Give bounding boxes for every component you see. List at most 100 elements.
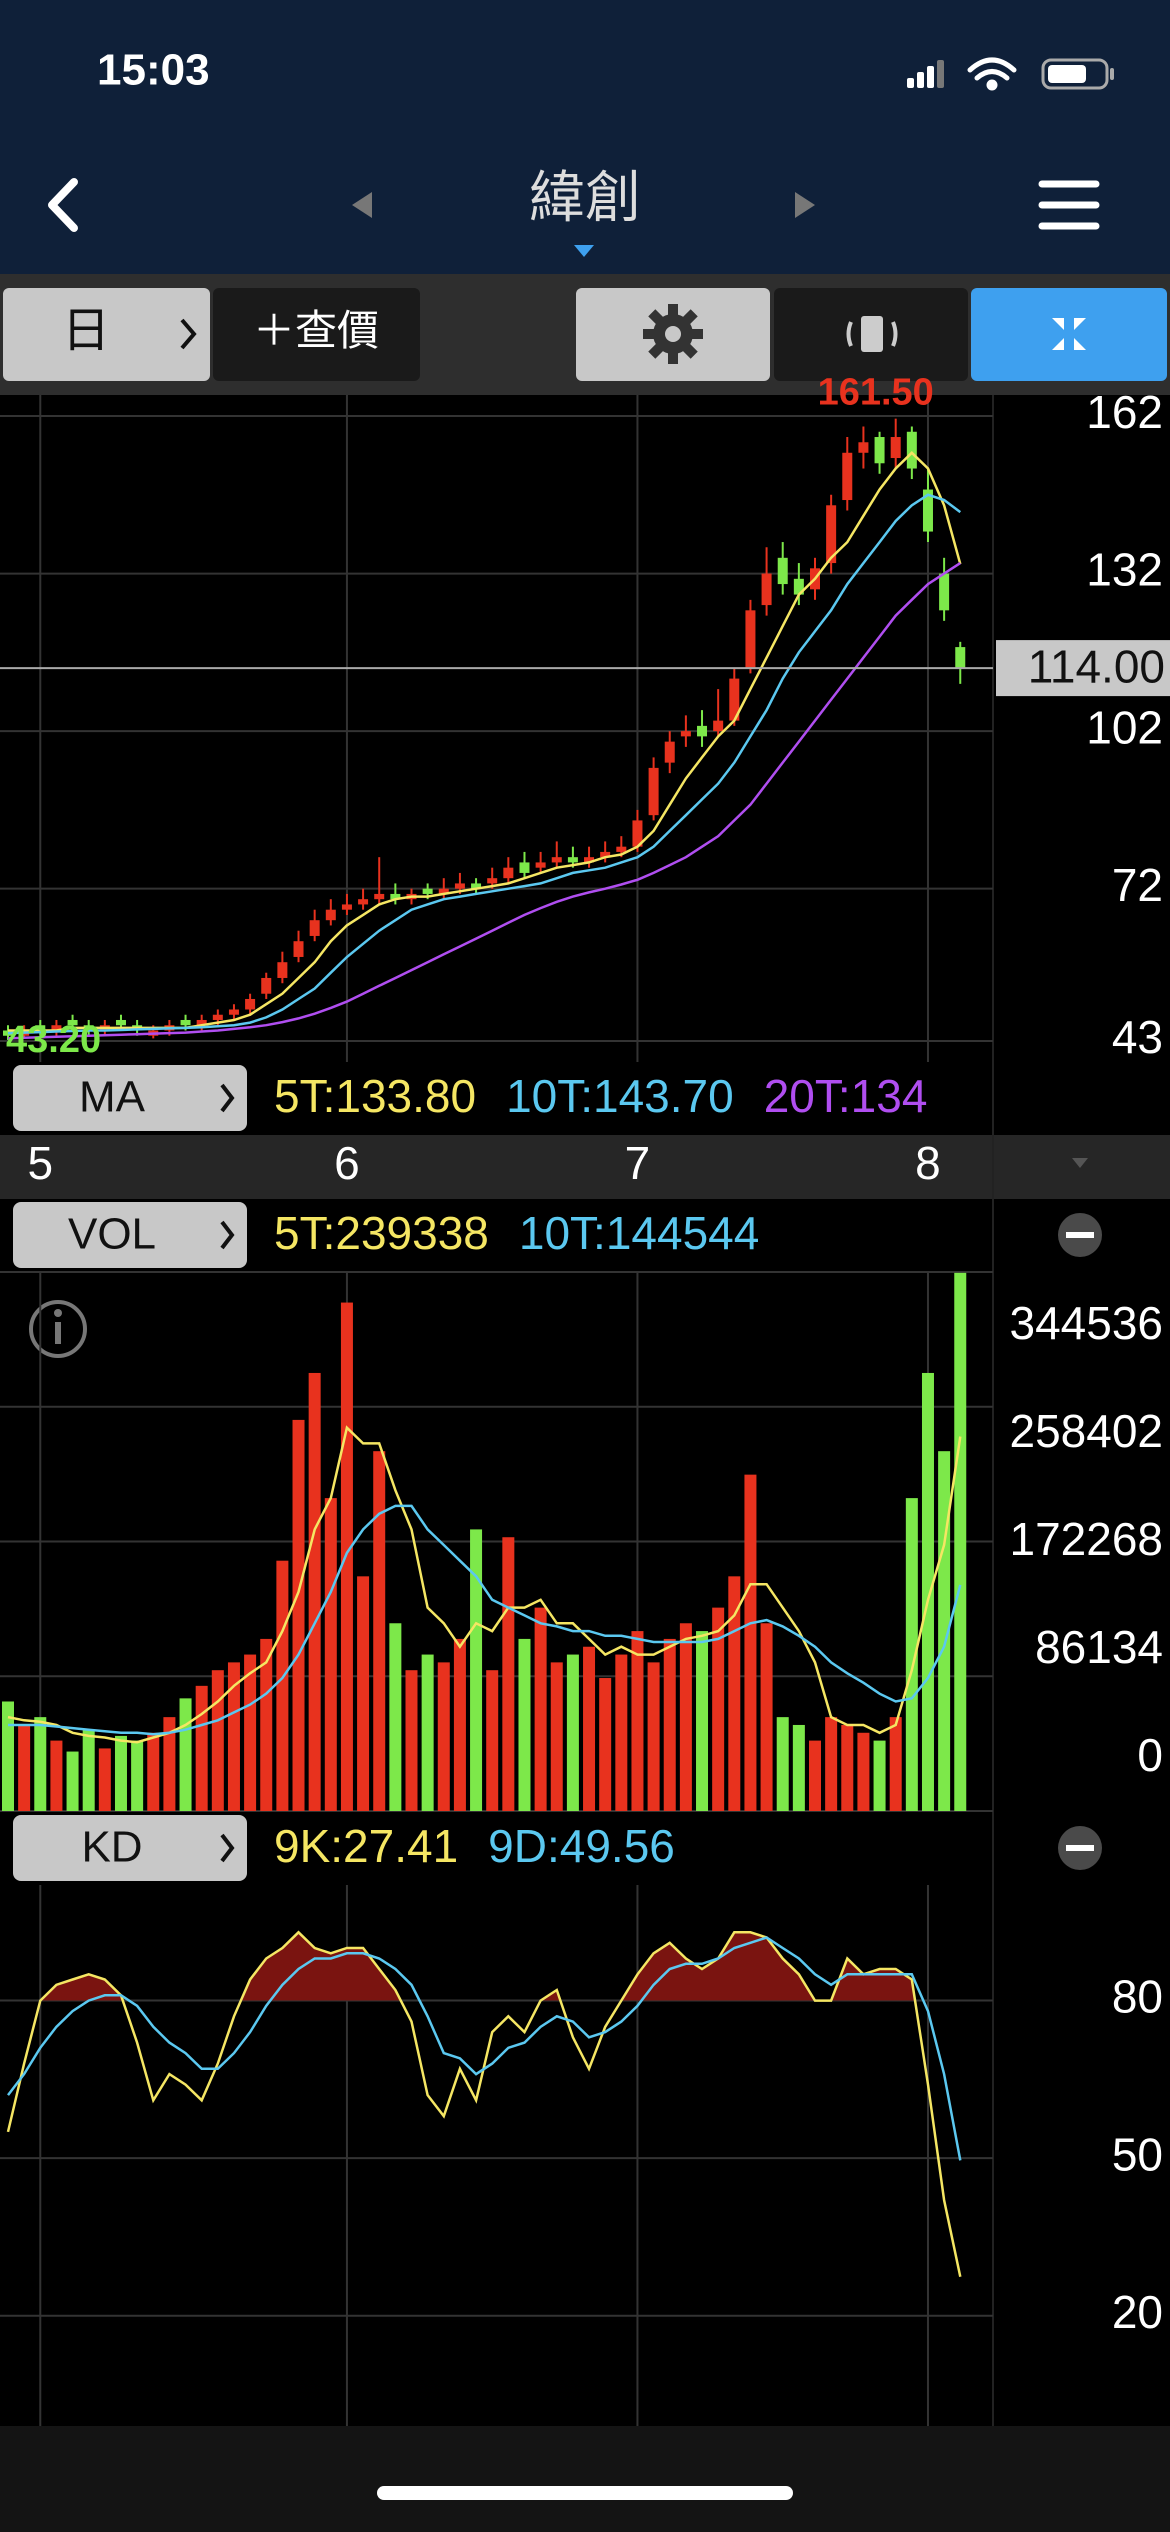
volume-bar [809,1740,821,1811]
volume-bar [599,1678,612,1811]
volume-bar [373,1451,386,1811]
candle-body [632,820,643,847]
volume-bar [292,1419,305,1811]
gear-icon [643,304,703,364]
volume-bar [502,1537,515,1811]
kd-close-button[interactable] [1058,1826,1102,1870]
candle-body [115,1019,126,1026]
volume-bar [389,1623,402,1811]
stock-title[interactable]: 緯創 [529,166,641,229]
candle-body [955,647,966,669]
volume-bar [841,1724,854,1811]
y-tick-label: 162 [1086,386,1163,438]
candle-body [664,741,675,763]
volume-bar [518,1638,531,1811]
candle-body [245,998,256,1010]
volume-bar [244,1654,257,1811]
indicator-chevron [220,1083,235,1113]
volume-bar [663,1638,676,1811]
quote-button[interactable] [213,288,420,381]
volume-bar [147,1732,160,1811]
y-tick-label: 20 [1112,2286,1163,2338]
period-button[interactable] [3,288,210,381]
candle-body [196,1019,207,1026]
volume-bar [2,1701,14,1811]
wifi-icon [967,57,1017,91]
volume-bar [954,1272,967,1811]
volume-bar [211,1670,224,1811]
volume-bar [938,1451,951,1811]
y-tick-label: 72 [1112,859,1163,911]
last-price-label: 114.00 [1028,640,1165,692]
indicator-button[interactable] [13,1202,247,1268]
candle-body [519,862,530,873]
volume-bar [679,1623,692,1811]
candle-body [793,578,804,595]
legend-entry: 5T:239338 [274,1207,489,1259]
volume-bar [583,1646,596,1811]
next-stock[interactable] [795,192,815,218]
volume-bar [82,1729,95,1811]
info-icon[interactable] [29,1300,87,1358]
candle-body [616,846,627,852]
indicator-line [7,493,962,1035]
volume-bar [260,1638,273,1811]
menu-button[interactable] [1038,180,1100,230]
y-tick-label: 172268 [1010,1513,1164,1565]
signal-icon [907,60,944,88]
y-tick-label: 132 [1086,544,1163,596]
title-dropdown [574,245,594,257]
vol-close-button[interactable] [1058,1213,1102,1257]
candle-body [503,867,514,879]
volume-bar [921,1372,934,1811]
candle-body [858,442,869,453]
volume-bar [308,1372,321,1811]
month-label: 5 [27,1137,53,1189]
candle-body [826,505,837,564]
indicator-chevron [220,1220,235,1250]
volume-bar [179,1698,192,1811]
volume-bar [66,1751,79,1811]
legend-entry: 9K:27.41 [274,1820,458,1872]
y-tick-label: 80 [1112,1971,1163,2023]
legend-entry: 10T:143.70 [506,1070,734,1122]
fullscreen-button[interactable] [971,288,1167,381]
overbought-fill [8,1932,961,2001]
month-axis-row [0,1135,1170,1199]
back-button[interactable] [48,178,78,232]
prev-stock[interactable] [352,192,372,218]
y-tick-label: 258402 [1010,1405,1164,1457]
legend-entry: 20T:134 [764,1070,928,1122]
candle-body [228,1009,239,1015]
volume-bar [227,1662,240,1811]
volume-bar [163,1717,176,1811]
candle-body [180,1019,191,1026]
period-chevron [180,318,197,350]
volume-bar [486,1670,499,1811]
collapse-icon[interactable] [1072,1158,1088,1168]
volume-bar [776,1717,789,1811]
candle-body [922,489,933,532]
volume-bar [760,1623,773,1811]
candle-body [358,899,369,905]
battery-icon [1041,58,1114,90]
fullscreen-icon [1052,318,1086,350]
candle-body [454,883,465,889]
home-area [0,2426,1170,2532]
candle-body [551,857,562,863]
volume-bar [905,1498,918,1811]
indicator-header: MA 5T:133.80 10T:143.70 20T:134 [13,1065,927,1131]
candle-body [67,1019,78,1026]
indicator-button[interactable] [13,1065,247,1131]
volume-bar [825,1717,838,1811]
candle-body [325,909,336,921]
indicator-header: VOL 5T:239338 10T:144544 [13,1202,759,1268]
volume-bar [421,1654,434,1811]
candle-body [697,725,708,737]
candle-body [374,893,385,900]
last-price-box [996,640,1170,697]
indicator-button[interactable] [13,1815,247,1881]
candle-body [713,720,724,732]
indicator-line [7,1936,962,2161]
volume-bar [453,1638,466,1811]
